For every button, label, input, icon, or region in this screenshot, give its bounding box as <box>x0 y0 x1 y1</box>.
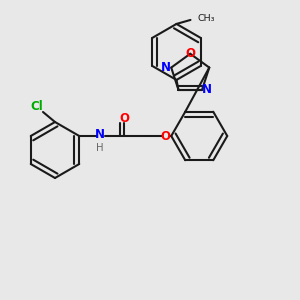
Text: CH₃: CH₃ <box>197 14 215 23</box>
Text: O: O <box>160 130 170 142</box>
Text: N: N <box>95 128 105 140</box>
Text: H: H <box>97 143 104 153</box>
Text: O: O <box>185 47 195 60</box>
Text: O: O <box>119 112 129 124</box>
Text: N: N <box>161 61 171 74</box>
Text: Cl: Cl <box>31 100 44 113</box>
Text: N: N <box>202 83 212 96</box>
